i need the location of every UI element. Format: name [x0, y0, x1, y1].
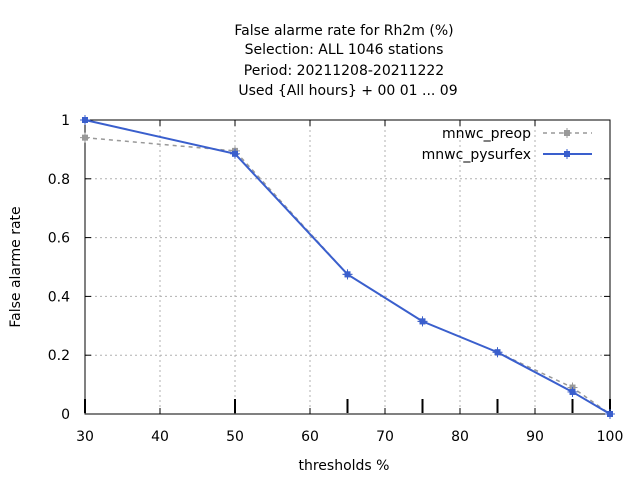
series: [80, 115, 615, 419]
series-line-mnwc-pysurfex: [84, 119, 611, 415]
legend-label-mnwc-preop: mnwc_preop: [442, 126, 531, 142]
y-tick-label: 0.8: [48, 172, 70, 188]
y-tick-label: 0.2: [48, 348, 70, 364]
threshold-marks: [84, 399, 611, 413]
legend-marker-mnwc-pysurfex: [562, 149, 572, 159]
y-tick-label: 1: [61, 113, 70, 129]
x-tick-label: 30: [76, 429, 94, 445]
legend: mnwc_preop mnwc_pysurfex: [422, 126, 592, 163]
title-line-2: Selection: ALL 1046 stations: [245, 42, 444, 58]
legend-label-mnwc-pysurfex: mnwc_pysurfex: [422, 147, 531, 163]
title-line-1: False alarme rate for Rh2m (%): [234, 23, 453, 39]
y-tick-label: 0: [61, 407, 70, 423]
x-tick-label: 60: [301, 429, 319, 445]
legend-marker-mnwc-preop: [562, 128, 572, 138]
x-tick-label: 70: [376, 429, 394, 445]
chart-title: False alarme rate for Rh2m (%) Selection…: [234, 23, 457, 99]
x-axis-tick-labels: 30 40 50 60 70 80 90 100: [76, 429, 623, 445]
x-tick-label: 40: [151, 429, 169, 445]
x-tick-label: 50: [226, 429, 244, 445]
x-tick-label: 100: [597, 429, 624, 445]
x-tick-label: 90: [526, 429, 544, 445]
y-axis-tick-labels: 0 0.2 0.4 0.6 0.8 1: [48, 113, 70, 423]
title-line-4: Used {All hours} + 00 01 ... 09: [238, 83, 457, 99]
series-points-mnwc-pysurfex: [80, 115, 615, 419]
y-tick-label: 0.6: [48, 231, 70, 247]
grid: [85, 120, 610, 414]
plot-frame: [84, 119, 611, 415]
y-axis-label: False alarme rate: [8, 206, 24, 327]
y-tick-label: 0.4: [48, 289, 70, 305]
title-line-3: Period: 20211208-20211222: [244, 63, 444, 79]
x-axis-label: thresholds %: [299, 458, 390, 474]
x-tick-label: 80: [451, 429, 469, 445]
